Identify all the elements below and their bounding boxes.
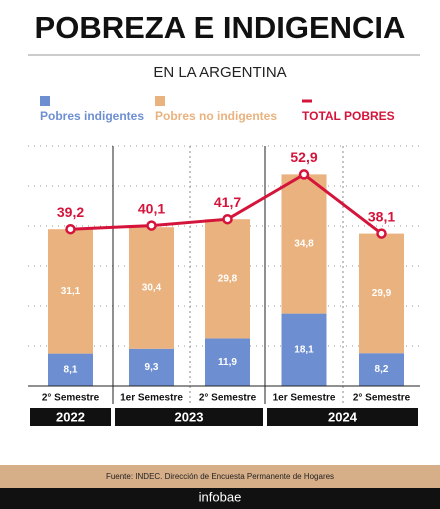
bar-segment <box>129 348 174 386</box>
line-value-label: 40,1 <box>138 200 165 216</box>
bar-segment <box>48 353 93 386</box>
legend-swatch <box>40 96 50 106</box>
x-tick-label: 1er Semestre <box>120 393 183 404</box>
line-value-label: 52,9 <box>290 149 317 165</box>
line-point <box>376 228 387 239</box>
value-label: 34,8 <box>294 239 314 250</box>
year-band <box>115 408 263 426</box>
source-band <box>0 465 440 488</box>
bar-segment <box>129 227 174 349</box>
line-value-label: 38,1 <box>368 208 395 224</box>
chart-subtitle: EN LA ARGENTINA <box>153 64 286 81</box>
brand: infobae <box>199 489 242 504</box>
bar-segment <box>281 174 327 314</box>
year-band <box>267 408 418 426</box>
line-point <box>65 223 76 235</box>
line-value-label: 39,2 <box>57 204 84 220</box>
value-label: 9,3 <box>145 362 159 373</box>
bar-segment <box>205 219 250 339</box>
source: Fuente: INDEC. Dirección de Encuesta Per… <box>106 472 334 481</box>
value-label: 8,1 <box>64 364 78 375</box>
chart-title: POBREZA E INDIGENCIA <box>35 10 406 45</box>
year-label: 2024 <box>328 409 358 424</box>
value-label: 29,9 <box>372 288 392 299</box>
legend-swatch <box>155 96 165 106</box>
value-label: 8,2 <box>375 364 389 375</box>
x-tick-label: 2° Semestre <box>42 393 100 404</box>
line-point <box>222 213 233 225</box>
bar-segment <box>359 353 404 386</box>
legend-label: Pobres no indigentes <box>155 109 277 123</box>
line-point <box>146 220 157 231</box>
bar-segment <box>281 313 327 386</box>
legend-label: TOTAL POBRES <box>302 109 395 123</box>
bar-segment <box>48 229 93 354</box>
year-band <box>30 408 111 426</box>
x-tick-label: 2° Semestre <box>199 393 257 404</box>
bar-segment <box>359 233 404 354</box>
line-value-label: 41,7 <box>214 194 241 210</box>
brand-band <box>0 488 440 509</box>
value-label: 18,1 <box>294 344 314 355</box>
year-label: 2022 <box>56 409 85 424</box>
line-point <box>298 169 310 180</box>
value-label: 30,4 <box>142 283 162 294</box>
x-tick-label: 1er Semestre <box>273 393 336 404</box>
value-label: 29,8 <box>218 273 238 284</box>
x-tick-label: 2° Semestre <box>353 393 411 404</box>
legend-label: Pobres indigentes <box>40 109 144 123</box>
value-label: 11,9 <box>218 357 237 368</box>
year-label: 2023 <box>175 409 204 424</box>
bar-segment <box>205 338 250 386</box>
value-label: 31,1 <box>61 286 81 297</box>
